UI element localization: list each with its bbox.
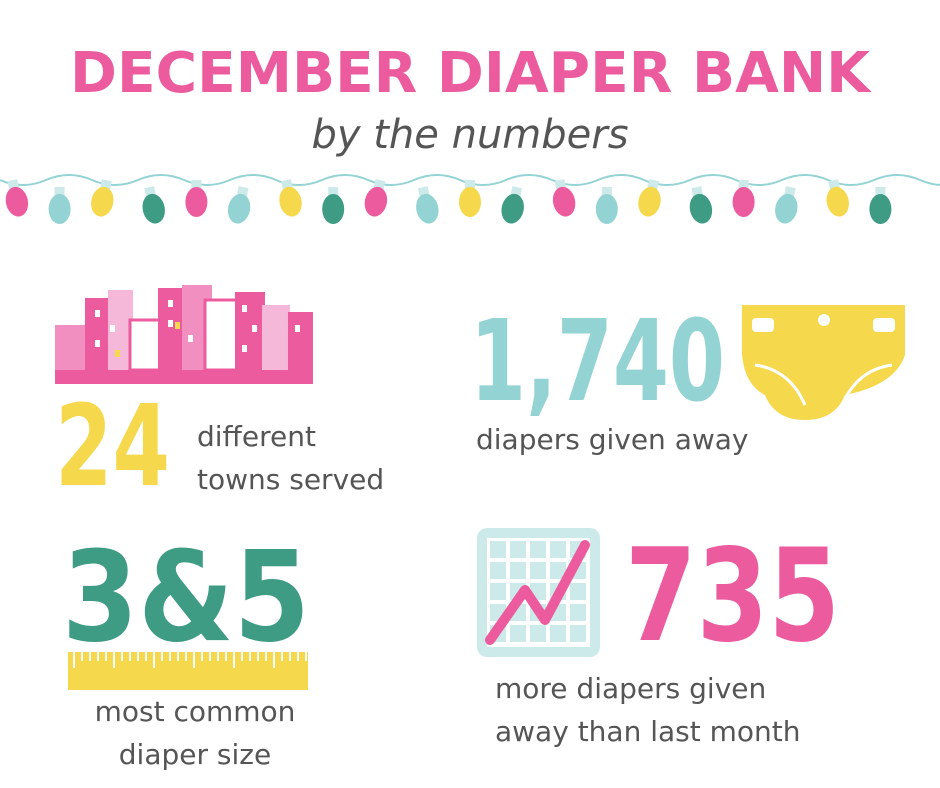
subtitle: by the numbers [311,112,628,158]
bulb [638,186,661,217]
trend-arrow [485,540,590,645]
light-bulb [775,186,798,224]
stat-label: diaper size [119,738,271,771]
calendar-cell [510,541,526,558]
light-bulb [826,179,849,217]
title: DECEMBER DIAPER BANK [70,41,873,106]
calendar-cell [570,604,586,621]
bulb-socket [875,187,886,196]
calendar-cell [530,562,546,579]
calendar-cell [550,562,566,579]
bulb-socket [465,180,475,189]
stat-number: 3&5 [62,525,310,670]
light-bulb [869,187,892,224]
stat-label: towns served [197,463,384,496]
stat-label: more diapers given [495,672,766,705]
light-bulb [501,186,524,224]
building [288,312,313,370]
building [262,305,290,370]
calendar-cell [530,541,546,558]
bulb-socket [328,187,339,196]
calendar-cell [490,562,506,579]
calendar-cell [530,625,546,642]
building [203,298,239,372]
light-bulb [142,186,165,224]
stat-number: 735 [625,522,840,671]
light-bulb [732,180,755,217]
string-lights [0,174,940,224]
city-icon [55,285,313,384]
bulb [869,194,892,224]
light-bulb [227,186,251,224]
calendar-cell [550,625,566,642]
stat-label: diapers given away [476,423,749,456]
light-bulb [689,186,713,224]
ground [55,368,313,384]
bulb-socket [601,187,612,196]
calendar-icon [477,528,600,657]
bulb [48,194,71,224]
bulb-socket [54,187,65,196]
calendar-cell [490,541,506,558]
calendar-cell [490,583,506,600]
stat-label: most common [95,695,296,728]
bulb [322,194,345,224]
building [235,292,265,370]
stat-label: away than last month [495,715,801,748]
bulb [689,193,713,224]
bulb [185,187,208,217]
light-bulb [416,186,439,224]
bulb-socket [738,180,749,189]
bulb [459,187,481,217]
light-bulb [279,179,302,217]
calendar-cell [510,625,526,642]
bulb [775,193,798,224]
stat-number: 24 [55,382,170,512]
calendar-cell [570,625,586,642]
calendar-cell [570,583,586,600]
light-bulb [322,187,345,224]
diaper-icon [742,305,905,420]
bulb [279,186,302,217]
bulb [501,193,524,224]
light-bulb [638,179,661,217]
calendar-cell [510,562,526,579]
bulb [364,186,388,217]
wire [0,174,940,186]
light-bulb [185,180,208,217]
calendar-cell [550,541,566,558]
building [128,318,162,372]
light-bulb [459,180,481,217]
bulb-socket [191,180,202,189]
bulb [552,186,576,217]
bulb [732,187,755,217]
stat-label: different [197,420,316,453]
bulb [5,186,29,217]
light-bulb [48,187,71,224]
bulb [91,186,114,217]
bulb [142,193,165,224]
light-bulb [552,179,576,217]
bulb [826,186,849,217]
stat-number: 1,740 [470,297,725,427]
light-bulb [364,179,388,217]
bulb [416,193,439,224]
ruler-icon [68,652,308,690]
light-bulb [595,187,618,224]
bulb [595,194,618,224]
light-bulb [91,179,114,217]
windows [95,300,300,352]
light-bulb [5,179,29,217]
bulb [227,193,251,224]
